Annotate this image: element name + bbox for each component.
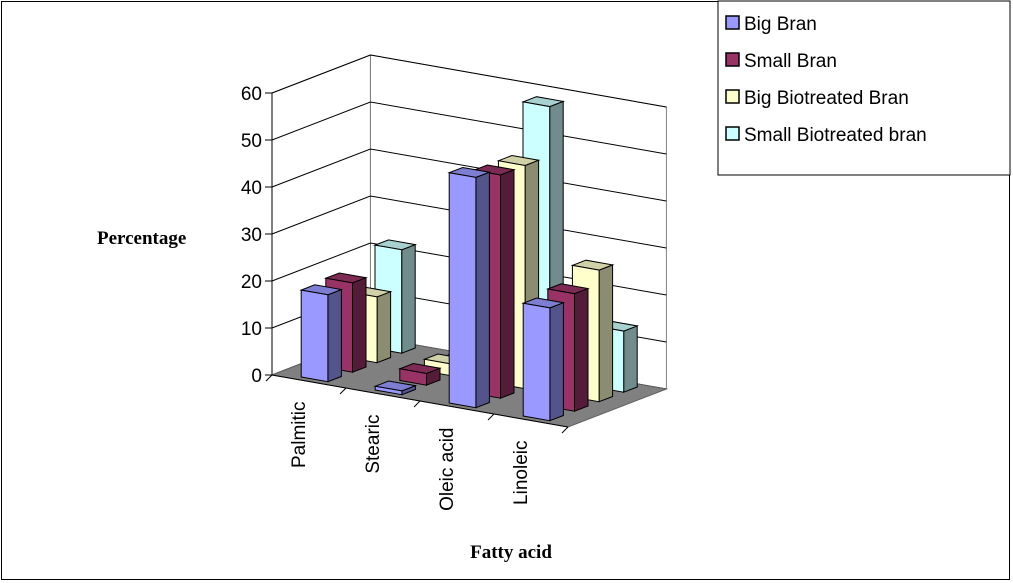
bar-side [574, 287, 589, 412]
legend-entry-label: Big Biotreated Bran [744, 88, 909, 109]
bar-side [327, 288, 342, 383]
legend-swatch [725, 126, 740, 141]
legend-swatch [725, 52, 740, 67]
legend-box [717, 0, 1011, 176]
bar [397, 362, 442, 386]
gridline [271, 101, 667, 155]
legend-swatch [725, 15, 740, 30]
y-axis: 0 10 20 30 40 50 60 [241, 84, 273, 387]
bar-side [549, 301, 564, 422]
gridline [271, 195, 667, 249]
bar-side [623, 325, 638, 393]
y-axis-title: Percentage [97, 228, 186, 249]
x-category-label: Stearic [363, 415, 384, 474]
y-tick-label: 20 [241, 272, 262, 293]
x-axis: Palmitic Stearic Oleic acid Linoleic [265, 374, 569, 511]
bar-front [448, 172, 477, 409]
legend: Big Bran Small Bran Big Biotreated Bran Sma… [717, 0, 1011, 176]
legend-entry-label: Big Bran [744, 14, 817, 35]
bar-front [300, 289, 329, 383]
bar-front [522, 302, 551, 422]
y-tick-label: 50 [241, 131, 262, 152]
x-tick-mark [487, 413, 495, 421]
x-category-label: Oleic acid [437, 428, 458, 511]
y-tick-label: 10 [241, 319, 262, 340]
y-tick-label: 40 [241, 178, 262, 199]
bar [521, 297, 566, 422]
x-category-label: Linoleic [511, 441, 532, 505]
gridline [271, 148, 667, 202]
y-tick-label: 30 [241, 225, 262, 246]
y-tick-label: 60 [241, 84, 262, 105]
bar-side [598, 264, 614, 403]
legend-entry-label: Small Biotreated bran [744, 125, 927, 146]
bar-front [399, 368, 427, 386]
legend-entry-label: Small Bran [744, 51, 837, 72]
x-tick-mark [413, 400, 421, 408]
bars [299, 96, 640, 422]
bar-front [374, 385, 403, 396]
x-tick-mark [339, 387, 347, 395]
bar [447, 166, 492, 409]
bar-side [376, 290, 392, 364]
legend-swatch [725, 89, 740, 104]
bar-side [500, 168, 515, 399]
gridline [271, 242, 667, 296]
x-tick-mark [561, 426, 569, 434]
bar-side [475, 171, 490, 409]
x-tick-mark [265, 374, 273, 382]
gridline [271, 54, 667, 108]
y-tick-label: 0 [251, 366, 262, 387]
bar-side [401, 243, 416, 354]
bar [373, 380, 418, 396]
bar [299, 284, 344, 383]
x-axis-title: Fatty acid [470, 542, 552, 563]
bar-side [352, 276, 367, 373]
x-category-label: Palmitic [289, 402, 310, 469]
